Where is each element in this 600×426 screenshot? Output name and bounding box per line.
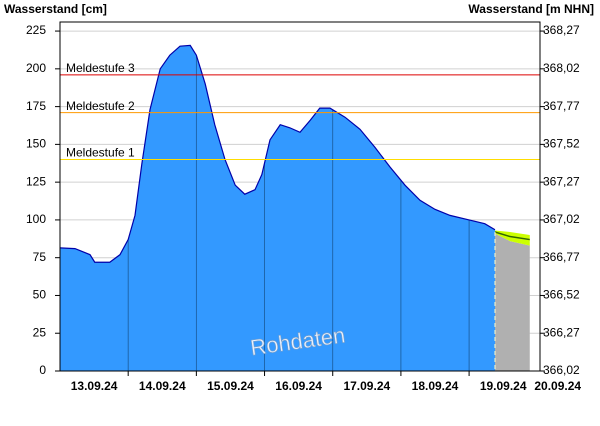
forecast-line [494,231,530,241]
y2-tick-label: 368,27 [543,23,580,37]
y-tick-label: 100 [26,212,46,226]
y2-tick-label: 367,02 [543,212,580,226]
y-tick-label: 75 [33,250,47,264]
x-tick-label: 20.09.24 [534,379,581,393]
x-tick-label: 19.09.24 [480,379,527,393]
y-axis-title: Wasserstand [cm] [4,2,107,16]
y2-tick-label: 366,02 [543,363,580,377]
y2-tick-label: 367,27 [543,174,580,188]
x-tick-label: 15.09.24 [207,379,254,393]
x-tick-label: 18.09.24 [412,379,459,393]
y2-axis-title: Wasserstand [m NHN] [468,2,594,16]
y2-tick-label: 366,52 [543,288,580,302]
y2-tick-label: 368,02 [543,61,580,75]
plot-frame [59,21,541,372]
y-tick-label: 225 [26,23,46,37]
y2-tick-label: 366,77 [543,250,580,264]
y2-tick-label: 367,52 [543,137,580,151]
x-tick-label: 14.09.24 [139,379,186,393]
forecast-base [495,233,530,371]
y-tick-label: 150 [26,137,46,151]
area [60,45,495,371]
x-tick-label: 17.09.24 [343,379,390,393]
area-line [59,44,496,263]
x-tick-label: 16.09.24 [275,379,322,393]
y-tick-label: 50 [33,288,47,302]
threshold-label: Meldestufe 1 [66,146,135,160]
y-tick-label: 175 [26,99,46,113]
y-tick-label: 125 [26,174,46,188]
y-tick-label: 0 [39,363,46,377]
y-tick-label: 25 [33,325,47,339]
y2-tick-label: 366,27 [543,325,580,339]
y-tick-label: 200 [26,61,46,75]
x-tick-label: 13.09.24 [71,379,118,393]
y2-tick-label: 367,77 [543,99,580,113]
threshold-label: Meldestufe 3 [66,61,135,75]
threshold-label: Meldestufe 2 [66,99,135,113]
